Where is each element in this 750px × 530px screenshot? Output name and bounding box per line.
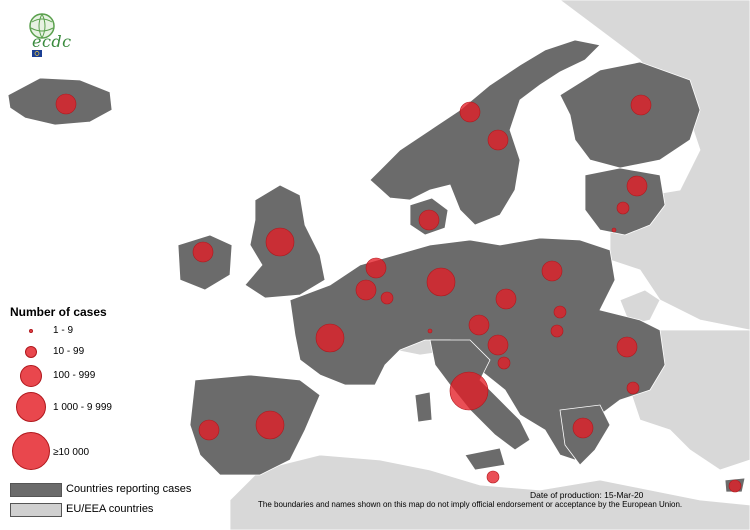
case-bubble xyxy=(497,356,511,370)
legend-label: 1 000 - 9 999 xyxy=(53,402,112,413)
case-bubble xyxy=(255,410,285,440)
tiny-red-circle-icon xyxy=(29,329,33,333)
case-bubble xyxy=(553,305,567,319)
case-bubble xyxy=(192,241,214,263)
case-bubble xyxy=(418,209,440,231)
case-bubble xyxy=(198,419,220,441)
case-bubble xyxy=(495,288,517,310)
case-bubble xyxy=(487,334,509,356)
case-bubble xyxy=(616,201,630,215)
ecdc-logo xyxy=(22,10,78,60)
case-bubble xyxy=(572,417,594,439)
case-bubble xyxy=(355,279,377,301)
large-red-circle-icon xyxy=(16,392,46,422)
case-bubble xyxy=(626,381,640,395)
case-bubble xyxy=(426,267,456,297)
case-bubble xyxy=(315,323,345,353)
largest-red-circle-icon xyxy=(12,432,50,470)
eu-eea-countries-swatch xyxy=(10,503,62,517)
small-red-circle-icon xyxy=(25,346,37,358)
legend-label: 100 - 999 xyxy=(53,370,96,381)
case-bubble xyxy=(265,227,295,257)
case-bubble xyxy=(550,324,564,338)
legend-title: Number of cases xyxy=(10,305,107,319)
case-bubble xyxy=(487,129,509,151)
case-bubble xyxy=(611,227,617,233)
production-date: Date of production: 15-Mar-20 xyxy=(530,490,644,500)
case-bubble xyxy=(449,371,489,411)
legend-area-label: Countries reporting cases xyxy=(66,483,192,495)
case-bubble xyxy=(541,260,563,282)
legend-area-label: EU/EEA countries xyxy=(66,503,154,515)
case-bubble xyxy=(630,94,652,116)
legend-label: 10 - 99 xyxy=(53,346,85,357)
case-bubble xyxy=(486,470,500,484)
medium-red-circle-icon xyxy=(20,365,42,387)
case-bubble xyxy=(468,314,490,336)
case-bubble xyxy=(626,175,648,197)
case-bubble xyxy=(728,479,742,493)
case-bubble xyxy=(55,93,77,115)
case-bubble xyxy=(380,291,394,305)
logo-text: ecdc xyxy=(32,32,72,51)
case-bubble xyxy=(459,101,481,123)
map-disclaimer: The boundaries and names shown on this m… xyxy=(258,500,683,509)
case-bubble xyxy=(616,336,638,358)
globe-icon xyxy=(29,13,55,57)
case-bubble xyxy=(427,328,433,334)
legend-label: 1 - 9 xyxy=(53,325,74,336)
reporting-countries-swatch xyxy=(10,483,62,497)
case-bubble xyxy=(365,257,387,279)
legend-label: ≥10 000 xyxy=(53,447,90,458)
case-bubbles xyxy=(55,93,742,493)
